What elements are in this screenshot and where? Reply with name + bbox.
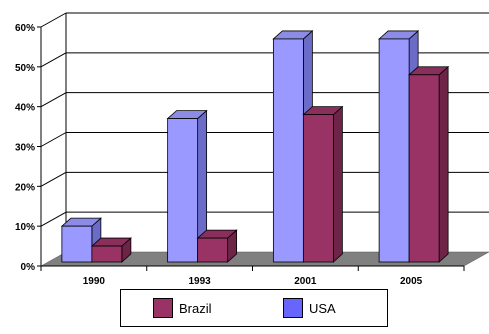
brazil-bar-2005 [408, 74, 440, 263]
brazil-bar-1993 [197, 237, 229, 263]
gridline-side [40, 92, 67, 108]
brazil-bar-2005-side [438, 65, 449, 263]
usa-bar-1990 [61, 225, 93, 263]
x-tick-label: 1990 [83, 276, 106, 287]
usa-bar-1993 [167, 118, 199, 263]
y-tick-label: 0% [21, 262, 36, 273]
y-tick-label: 60% [15, 23, 35, 34]
y-tick-label: 30% [15, 143, 35, 154]
x-tick-label: 2005 [400, 276, 423, 287]
legend-item-brazil: Brazil [153, 298, 212, 318]
gridline-side [40, 52, 67, 68]
legend-label-usa: USA [309, 300, 336, 316]
x-tick-label: 1993 [189, 276, 212, 287]
legend-swatch-usa [283, 298, 303, 318]
gridline-side [40, 211, 67, 227]
legend-label-brazil: Brazil [179, 300, 212, 316]
usa-bar-2001 [272, 38, 304, 263]
y-tick-label: 10% [15, 222, 35, 233]
brazil-bar-2001 [302, 114, 334, 263]
y-tick-label: 20% [15, 182, 35, 193]
y-tick-label: 40% [15, 103, 35, 114]
legend: Brazil USA [120, 289, 388, 327]
gridline-side [40, 12, 67, 28]
y-tick-label: 50% [15, 63, 35, 74]
brazil-bar-1990 [91, 245, 123, 263]
legend-item-usa: USA [283, 298, 336, 318]
brazil-bar-2001-side [332, 105, 343, 263]
x-tick-label: 2001 [294, 276, 317, 287]
usa-bar-2005 [378, 38, 410, 263]
legend-swatch-brazil [153, 298, 173, 318]
gridline-side [40, 171, 67, 187]
gridline-side [40, 132, 67, 147]
